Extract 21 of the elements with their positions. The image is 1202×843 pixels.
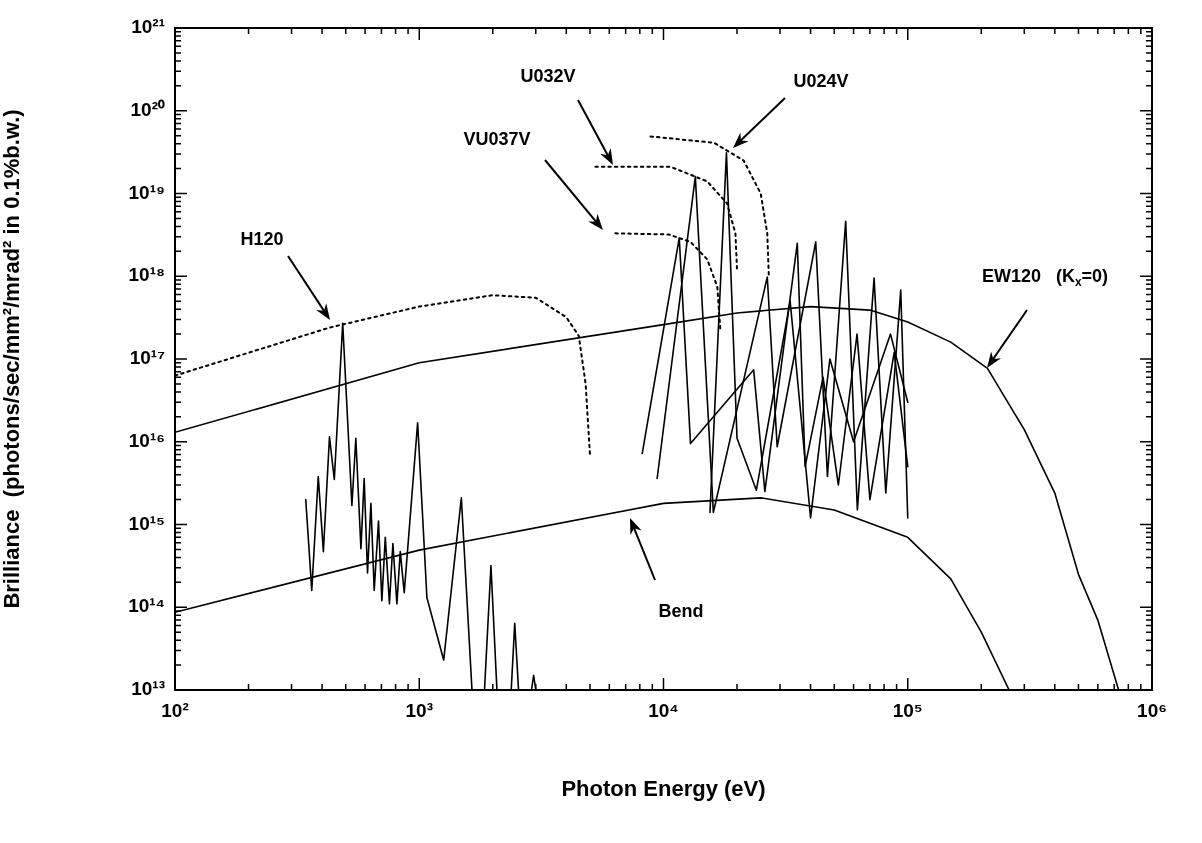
y-tick-label: 10¹³ — [131, 678, 165, 700]
x-axis-title: Photon Energy (eV) — [561, 775, 766, 801]
y-tick-label: 10¹⁸ — [128, 264, 165, 286]
y-tick-label: 10¹⁵ — [128, 512, 165, 534]
y-axis-title: Brilliance (photons/sec/mm²/mrad² in 0.1%b.w.) — [0, 109, 25, 609]
y-tick-label: 10¹⁶ — [128, 429, 165, 451]
y-tick-label: 10¹⁹ — [128, 181, 165, 203]
x-tick-label: 10² — [161, 699, 189, 721]
annotation: Bend — [658, 600, 704, 621]
x-tick-label: 10⁴ — [648, 699, 679, 721]
annotation: U032V — [520, 65, 576, 86]
x-tick-label: 10³ — [405, 699, 433, 721]
y-tick-label: 10¹⁷ — [129, 347, 166, 369]
y-tick-label: 10²¹ — [131, 16, 165, 38]
x-tick-label: 10⁶ — [1137, 699, 1167, 721]
annotation: VU037V — [463, 128, 531, 149]
x-tick-label: 10⁵ — [892, 699, 923, 721]
annotation: H120 — [240, 228, 284, 249]
y-tick-label: 10²⁰ — [130, 98, 165, 120]
annotation: U024V — [793, 70, 849, 91]
y-tick-label: 10¹⁴ — [128, 595, 165, 617]
